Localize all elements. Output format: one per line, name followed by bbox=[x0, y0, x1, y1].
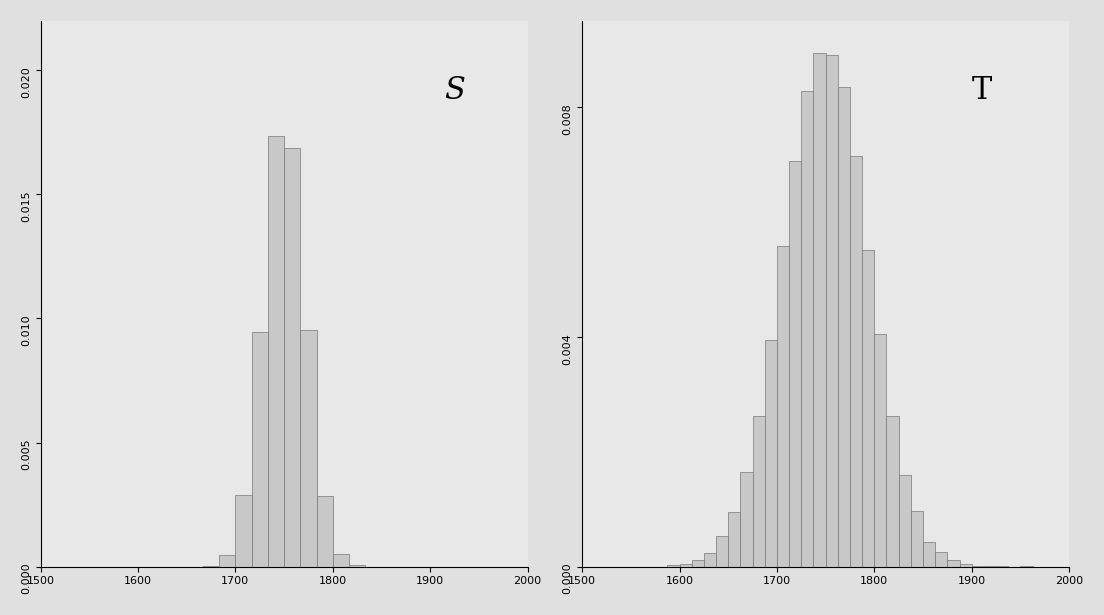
Bar bbox=[716, 536, 729, 566]
Bar bbox=[911, 511, 923, 566]
Bar bbox=[332, 554, 349, 566]
Bar bbox=[838, 87, 850, 566]
Bar bbox=[777, 245, 789, 566]
Bar bbox=[826, 55, 838, 566]
Bar bbox=[765, 340, 777, 566]
Bar bbox=[219, 555, 235, 566]
Bar bbox=[300, 330, 317, 566]
Text: T: T bbox=[972, 76, 991, 106]
Bar bbox=[741, 472, 753, 566]
Bar bbox=[349, 565, 365, 566]
Bar bbox=[850, 156, 862, 566]
Bar bbox=[252, 331, 268, 566]
Bar bbox=[284, 148, 300, 566]
Bar bbox=[235, 496, 252, 566]
Bar bbox=[753, 416, 765, 566]
Bar bbox=[862, 250, 874, 566]
Text: S: S bbox=[444, 76, 465, 106]
Bar bbox=[887, 416, 899, 566]
Bar bbox=[789, 161, 802, 566]
Bar bbox=[923, 542, 935, 566]
Bar bbox=[899, 475, 911, 566]
Bar bbox=[802, 91, 814, 566]
Bar bbox=[947, 560, 959, 566]
Bar bbox=[959, 564, 972, 566]
Bar bbox=[667, 565, 680, 566]
Bar bbox=[874, 334, 887, 566]
Bar bbox=[729, 512, 741, 566]
Bar bbox=[814, 53, 826, 566]
Bar bbox=[692, 560, 704, 566]
Bar bbox=[680, 564, 692, 566]
Bar bbox=[317, 496, 332, 566]
Bar bbox=[268, 136, 284, 566]
Bar bbox=[704, 554, 716, 566]
Bar bbox=[935, 552, 947, 566]
